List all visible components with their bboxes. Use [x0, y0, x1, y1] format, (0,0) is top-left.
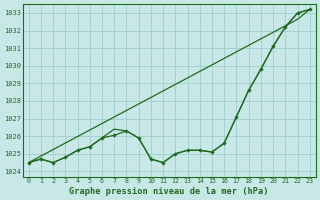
X-axis label: Graphe pression niveau de la mer (hPa): Graphe pression niveau de la mer (hPa): [69, 187, 269, 196]
